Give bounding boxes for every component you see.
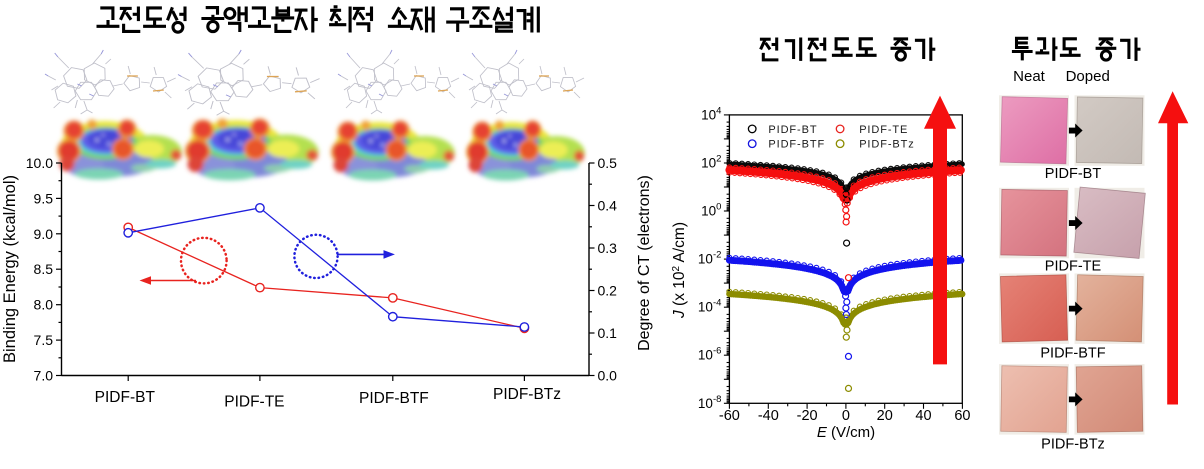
svg-text:PIDF-BTz: PIDF-BTz <box>1041 437 1105 453</box>
svg-text:-60: -60 <box>719 408 740 424</box>
svg-text:9.0: 9.0 <box>34 226 54 242</box>
svg-text:0.1: 0.1 <box>598 325 618 341</box>
svg-text:Degree of CT (electrons): Degree of CT (electrons) <box>636 175 653 351</box>
svg-text:Neat: Neat <box>1013 68 1046 85</box>
svg-text:E (V/cm): E (V/cm) <box>817 424 875 441</box>
svg-text:0.2: 0.2 <box>598 283 618 299</box>
svg-text:PIDF-BT: PIDF-BT <box>768 124 817 136</box>
svg-text:Binding Energy (kcal/mol): Binding Energy (kcal/mol) <box>1 175 19 363</box>
svg-text:PIDF-BTF: PIDF-BTF <box>1040 346 1105 362</box>
svg-text:7.5: 7.5 <box>34 332 54 348</box>
svg-text:PIDF-BTF: PIDF-BTF <box>359 390 429 407</box>
svg-text:40: 40 <box>915 408 931 424</box>
svg-text:0.4: 0.4 <box>598 198 618 214</box>
svg-text:9.5: 9.5 <box>34 190 54 206</box>
svg-text:PIDF-TE: PIDF-TE <box>859 124 908 136</box>
svg-text:PIDF-BT: PIDF-BT <box>95 389 156 406</box>
svg-text:-40: -40 <box>758 408 779 424</box>
svg-text:8.0: 8.0 <box>34 297 54 313</box>
svg-text:J (x 102 A/cm): J (x 102 A/cm) <box>671 222 688 319</box>
svg-text:PIDF-TE: PIDF-TE <box>224 394 284 411</box>
svg-text:-20: -20 <box>797 408 818 424</box>
svg-text:10.0: 10.0 <box>26 155 53 171</box>
svg-text:PIDF-BT: PIDF-BT <box>1045 166 1102 182</box>
svg-text:7.0: 7.0 <box>34 368 54 384</box>
svg-text:0.5: 0.5 <box>598 155 618 171</box>
svg-text:PIDF-BTF: PIDF-BTF <box>768 139 825 151</box>
svg-text:8.5: 8.5 <box>34 261 54 277</box>
svg-text:Doped: Doped <box>1066 68 1110 85</box>
svg-text:20: 20 <box>877 408 893 424</box>
svg-text:0.3: 0.3 <box>598 240 618 256</box>
svg-text:PIDF-TE: PIDF-TE <box>1045 259 1102 275</box>
svg-text:PIDF-BTz: PIDF-BTz <box>493 386 561 403</box>
svg-text:0: 0 <box>842 408 850 424</box>
svg-text:PIDF-BTz: PIDF-BTz <box>859 139 914 151</box>
svg-text:60: 60 <box>954 408 970 424</box>
svg-text:0.0: 0.0 <box>598 368 618 384</box>
